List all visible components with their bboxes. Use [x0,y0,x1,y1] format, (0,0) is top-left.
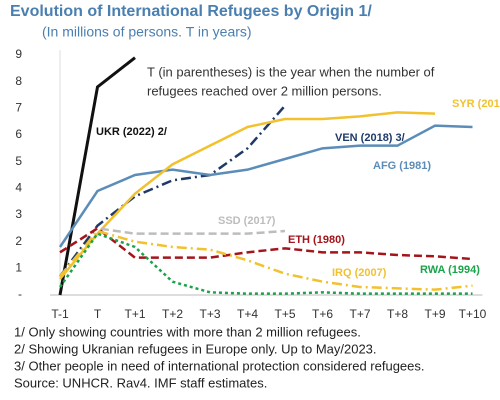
series-label: RWA (1994) [420,264,480,276]
series-line [58,104,286,278]
series-line [59,111,436,280]
x-tick-label: T+4 [237,307,258,321]
y-tick-label: 4 [15,181,22,195]
annotation: refugees reached over 2 million persons. [147,83,382,98]
series-line [58,56,136,296]
footnote: 3/ Other people in need of international… [14,358,425,373]
footnote: 1/ Only showing countries with more than… [14,324,361,339]
x-tick-label: T+10 [459,307,487,321]
x-tick-label: T [94,307,102,321]
y-tick-label: - [18,287,22,301]
chart-subtitle: (In millions of persons. T in years) [42,24,252,40]
x-tick-label: T+5 [274,307,295,321]
y-tick-label: 2 [15,234,22,248]
x-tick-label: T+1 [124,307,145,321]
annotation: T (in parentheses) is the year when the … [147,64,435,79]
series-label: ETH (1980) [288,234,345,246]
footnote: 2/ Showing Ukranian refugees in Europe o… [14,341,377,356]
x-tick-label: T+7 [349,307,370,321]
series-line [59,229,473,291]
footnote: Source: UNHCR. Rav4. IMF staff estimates… [14,375,267,390]
series-label: VEN (2018) 3/ [335,132,405,144]
series-line [58,232,473,295]
series-label: SYR (2013) [452,98,500,110]
y-tick-label: 7 [15,101,22,115]
y-tick-label: 1 [15,261,22,275]
series-line [58,124,473,248]
x-tick-label: T+9 [424,307,445,321]
series-label: IRQ (2007) [332,267,387,279]
y-tick-label: 3 [15,207,22,221]
x-tick-label: T+3 [199,307,220,321]
y-tick-label: 8 [15,74,22,88]
series-label: SSD (2017) [218,215,276,227]
x-tick-label: T+2 [162,307,183,321]
x-tick-label: T+6 [312,307,333,321]
series-line [59,227,286,254]
y-tick-label: 6 [15,127,22,141]
x-tick-label: T+8 [387,307,408,321]
x-tick-label: T-1 [51,307,69,321]
chart-title: Evolution of International Refugees by O… [10,3,372,20]
y-tick-label: 5 [15,154,22,168]
series-line [59,226,473,261]
y-tick-label: 9 [15,47,22,61]
series-label: AFG (1981) [373,160,431,172]
series-label: UKR (2022) 2/ [96,126,167,138]
